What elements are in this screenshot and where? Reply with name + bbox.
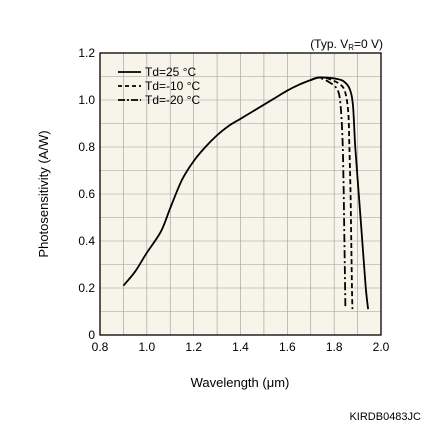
x-tick-label: 2.0: [373, 340, 390, 354]
condition-note: (Typ. VR=0 V): [310, 37, 383, 52]
legend-label-2: Td=-10 °C: [145, 79, 200, 93]
condition-note-subscript: R: [348, 43, 354, 52]
series-line-1: [122, 76, 370, 310]
y-tick-label: 0: [88, 328, 95, 342]
y-tick-label: 0.4: [78, 234, 95, 248]
x-tick-label: 1.6: [279, 340, 296, 354]
tick-labels: 0.8 1.0 1.2 1.4 1.6 1.8 2.0 0 0.2 0.4 0.6 0.8 1.0 1.2: [78, 46, 389, 354]
figure-code: KIRDB0483JC: [349, 411, 421, 423]
y-tick-label: 1.2: [78, 46, 95, 60]
series-line-2: [310, 76, 354, 310]
legend-label-1: Td=25 °C: [145, 65, 196, 79]
legend-label-3: Td=-20 °C: [145, 93, 200, 107]
series-layer: [122, 76, 370, 310]
x-tick-label: 1.0: [138, 340, 155, 354]
x-tick-label: 1.4: [232, 340, 249, 354]
plot-frame: [99, 52, 382, 336]
y-tick-label: 1.0: [78, 93, 95, 107]
x-tick-label: 0.8: [92, 340, 109, 354]
x-tick-label: 1.2: [185, 340, 202, 354]
legend: Td=25 °CTd=-10 °CTd=-20 °C: [118, 65, 200, 107]
y-axis-label: Photosensitivity (A/W): [36, 130, 51, 257]
y-tick-label: 0.2: [78, 281, 95, 295]
y-tick-label: 0.8: [78, 140, 95, 154]
x-axis-label: Wavelength (μm): [191, 375, 290, 390]
x-tick-label: 1.8: [326, 340, 343, 354]
grid: [100, 53, 381, 335]
y-tick-label: 0.6: [78, 187, 95, 201]
